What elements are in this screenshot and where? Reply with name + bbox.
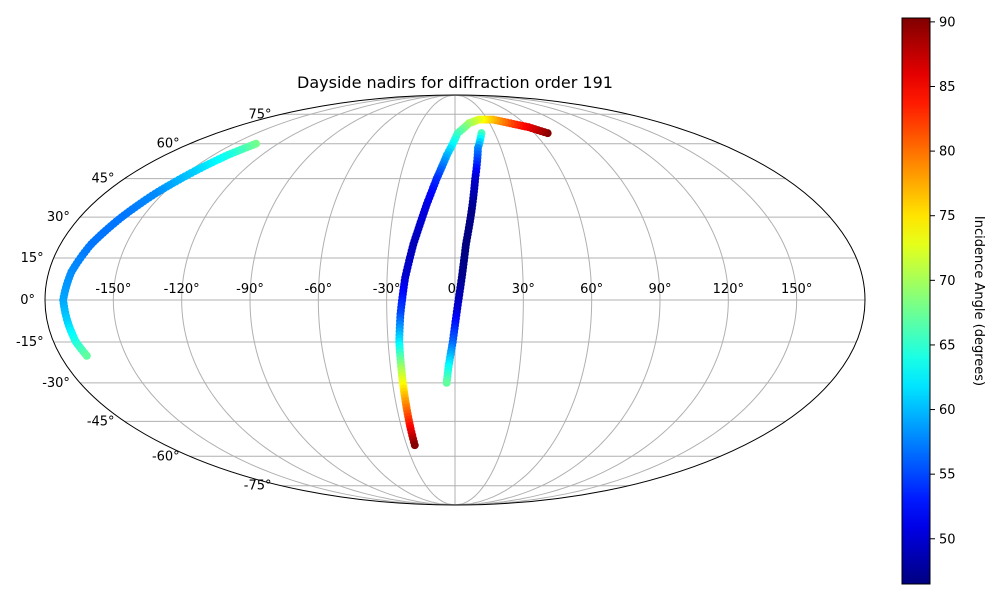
lon-tick-label: -30° [373, 282, 401, 297]
lat-tick-label: 60° [157, 137, 180, 152]
colorbar-tick-label: 90 [939, 15, 956, 30]
lat-tick-label: 45° [92, 172, 115, 187]
lat-tick-label: -15° [16, 335, 44, 350]
lon-tick-label: 60° [580, 282, 603, 297]
lon-tick-label: -60° [304, 282, 332, 297]
tick-labels: -150° -120° -90° -60° -30° 0° 30° 60° 90° 120° 150… [16, 107, 812, 493]
colorbar-tick-label: 75 [939, 209, 956, 224]
lat-tick-label: 0° [20, 293, 35, 308]
colorbar-tick-label: 80 [939, 145, 956, 160]
colorbar-tick-label: 50 [939, 532, 956, 547]
lon-tick-label: -150° [95, 282, 131, 297]
colorbar-tick-label: 85 [939, 80, 956, 95]
lat-tick-label: -45° [87, 414, 115, 429]
lon-tick-label: -90° [236, 282, 264, 297]
colorbar-gradient [901, 17, 931, 585]
data-points [59, 115, 552, 450]
lon-tick-label: -120° [164, 282, 200, 297]
colorbar-tick-label: 60 [939, 403, 956, 418]
lon-tick-label: 30° [512, 282, 535, 297]
lat-tick-label: -75° [244, 479, 272, 494]
lat-tick-label: 15° [21, 251, 44, 266]
map-boundary [44, 94, 866, 506]
lat-tick-label: 75° [248, 107, 271, 122]
lat-tick-label: -30° [42, 376, 70, 391]
colorbar-tick-label: 55 [939, 468, 956, 483]
nadir-point [442, 378, 451, 387]
nadir-point [410, 441, 419, 450]
lat-tick-label: 30° [47, 210, 70, 225]
lon-tick-label: 120° [713, 282, 744, 297]
lon-tick-label: 150° [781, 282, 812, 297]
colorbar-tick-label: 70 [939, 274, 956, 289]
chart-title: Dayside nadirs for diffraction order 191 [297, 73, 613, 92]
colorbar: Incidence Angle (degrees) 50 55 60 65 70 75 80… [901, 15, 986, 585]
colorbar-label: Incidence Angle (degrees) [971, 216, 986, 386]
nadir-point [82, 351, 91, 360]
lon-tick-label: 90° [648, 282, 671, 297]
colorbar-tick-label: 65 [939, 338, 956, 353]
lat-tick-label: -60° [152, 449, 180, 464]
